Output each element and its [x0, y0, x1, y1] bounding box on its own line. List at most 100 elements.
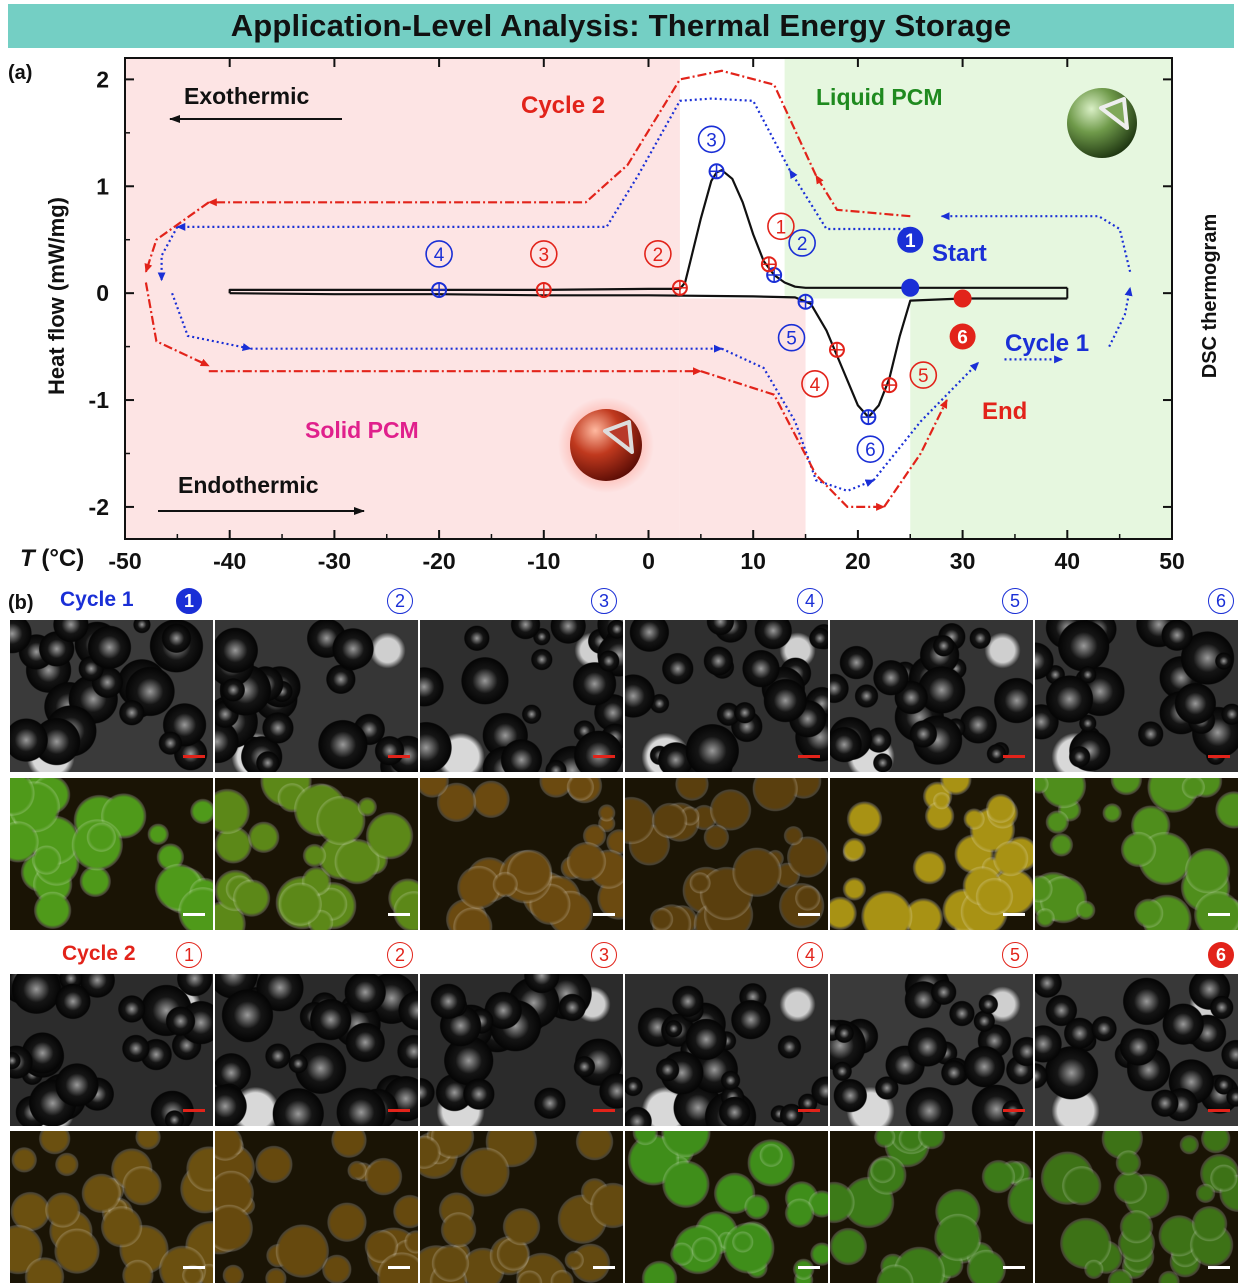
- brightfield-micrograph-6: [1035, 974, 1238, 1126]
- scale-bar: [1208, 1266, 1230, 1269]
- cycle1-label-4: 4: [434, 245, 445, 266]
- cycle1-label-ring-2: [788, 229, 816, 257]
- cycle2-marker-5: 5: [1002, 942, 1028, 968]
- cycle2-path-top: [207, 69, 817, 207]
- fluorescence-micrograph-4: [625, 778, 828, 930]
- cycle2-path-left: [144, 201, 210, 273]
- cycle1-marker-3: 3: [591, 588, 617, 614]
- brightfield-micrograph-2: [215, 620, 418, 772]
- cycle2-path-dip: [700, 370, 886, 511]
- cycle1-path-top: [176, 97, 791, 231]
- fluorescence-micrograph-3: [420, 778, 623, 930]
- fluorescence-micrograph-1: [10, 778, 213, 930]
- brightfield-micrograph-3: [420, 974, 623, 1126]
- scale-bar: [388, 1109, 410, 1112]
- cycle2-marker-3: 3: [591, 942, 617, 968]
- x-tick-label: 50: [1159, 548, 1185, 574]
- cycle2-label-ring-1: [767, 212, 795, 241]
- cycle1-marker-2: 2: [387, 588, 413, 614]
- cycle1-label-3: 3: [706, 130, 717, 151]
- x-tick-label: -10: [527, 548, 560, 574]
- cycle1-label-ring-3: [697, 125, 726, 154]
- cycle1-label-6: 6: [865, 440, 876, 461]
- brightfield-micrograph-4: [625, 974, 828, 1126]
- brightfield-micrograph-4: [625, 620, 828, 772]
- cycle2-path-end: [883, 399, 948, 508]
- x-tick-label: 0: [642, 548, 655, 574]
- cycle2-label-ring-2: [644, 240, 672, 268]
- scale-bar: [593, 913, 615, 916]
- cycle2-label-6: 6: [957, 328, 968, 349]
- cycle2-label-5: 5: [918, 366, 929, 387]
- cycle2-header: Cycle 2 1 2 3 4 5 6: [0, 940, 1238, 974]
- scale-bar: [1208, 1109, 1230, 1112]
- fluorescence-micrograph-4: [625, 1131, 828, 1283]
- fluorescence-micrograph-6: [1035, 1131, 1238, 1283]
- cycle1-marker-6: 6: [1208, 588, 1234, 614]
- brightfield-micrograph-6: [1035, 620, 1238, 772]
- solid-capsule-icon: [558, 397, 654, 493]
- scale-bar: [183, 755, 205, 758]
- cycle2-fluorescence-row: [10, 1131, 1238, 1283]
- cycle1-path-right: [1108, 286, 1133, 348]
- y-tick-label: 2: [96, 66, 109, 92]
- brightfield-micrograph-1: [10, 620, 213, 772]
- scale-bar: [798, 755, 820, 758]
- scale-bar: [1003, 1109, 1025, 1112]
- cycle2-point-6: [953, 289, 972, 308]
- x-tick-label: -40: [213, 548, 246, 574]
- x-tick-label: 10: [740, 548, 766, 574]
- cycle2-label-2: 2: [653, 245, 664, 266]
- cycle2-label-ring-3: [529, 240, 558, 268]
- brightfield-micrograph-2: [215, 974, 418, 1126]
- cycle2-marker-1: 1: [176, 942, 202, 968]
- scale-bar: [1003, 755, 1025, 758]
- cycle2-label-3: 3: [539, 245, 550, 266]
- cycle1-label-1: 1: [905, 231, 916, 252]
- cycle1-label-ring-4: [425, 240, 453, 268]
- x-tick-label: 40: [1055, 548, 1081, 574]
- cycle1-brightfield-row: [10, 620, 1238, 772]
- scale-bar: [183, 1266, 205, 1269]
- scale-bar: [798, 1109, 820, 1112]
- fluorescence-micrograph-3: [420, 1131, 623, 1283]
- y-tick-label: -2: [89, 494, 109, 520]
- start-label: Start: [932, 240, 987, 267]
- cycle1-label-ring-5: [777, 323, 806, 352]
- fluorescence-micrograph-2: [215, 778, 418, 930]
- liquid-pcm-label: Liquid PCM: [816, 84, 942, 110]
- y-tick-label: 0: [96, 280, 109, 306]
- cycle2-label-badge-6: [949, 323, 976, 350]
- end-label: End: [982, 398, 1027, 425]
- scale-bar: [388, 755, 410, 758]
- x-tick-label: -50: [108, 548, 141, 574]
- fluorescence-micrograph-1: [10, 1131, 213, 1283]
- cycle1-path-return: [940, 212, 1132, 273]
- cycle1-heading: Cycle 1: [60, 588, 134, 611]
- cycle2-label-ring-5: [909, 361, 938, 389]
- liquid-capsule-icon: [1067, 88, 1137, 158]
- panel-b-label: (b): [8, 592, 34, 614]
- fluorescence-micrograph-5: [830, 778, 1033, 930]
- cycle1-label-2: 2: [797, 234, 808, 255]
- cycle2-path-turn: [144, 282, 210, 367]
- cycle2-heading: Cycle 2: [62, 942, 136, 965]
- cycle2-marker-2: 2: [387, 942, 413, 968]
- scale-bar: [1208, 913, 1230, 916]
- cycle1-point-1: [901, 278, 920, 297]
- scale-bar: [798, 913, 820, 916]
- cycle2-label-1: 1: [776, 217, 787, 238]
- cycle1-path-up: [872, 361, 980, 481]
- x-axis-title-var: T: [20, 545, 37, 572]
- scale-bar: [388, 1266, 410, 1269]
- cycle1-label: Cycle 1: [1005, 330, 1089, 357]
- cycle1-path-rise: [788, 169, 911, 231]
- cycle1-marker-5: 5: [1002, 588, 1028, 614]
- cycle1-header: Cycle 1 1 2 3 4 5 6: [0, 586, 1238, 620]
- x-tick-label: -20: [422, 548, 455, 574]
- y-tick-label: 1: [96, 173, 109, 199]
- scale-bar: [593, 1266, 615, 1269]
- y-tick-label: -1: [89, 387, 110, 413]
